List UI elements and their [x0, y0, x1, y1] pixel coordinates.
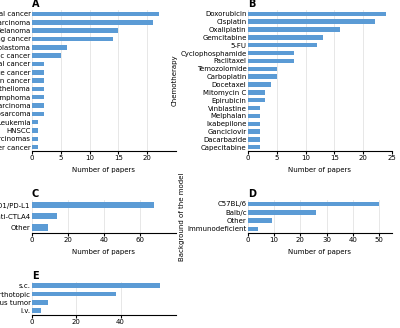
Bar: [248, 145, 260, 150]
Bar: [32, 292, 116, 297]
Bar: [248, 114, 260, 118]
Text: E: E: [32, 271, 39, 281]
Bar: [32, 224, 48, 231]
Bar: [32, 128, 38, 133]
X-axis label: Number of papers: Number of papers: [288, 167, 352, 173]
Bar: [248, 202, 379, 206]
Y-axis label: Background of the model: Background of the model: [178, 172, 184, 261]
Bar: [32, 95, 44, 99]
Bar: [248, 98, 265, 102]
Bar: [248, 218, 272, 223]
Bar: [248, 210, 316, 215]
Bar: [32, 214, 57, 219]
Bar: [32, 120, 38, 124]
Bar: [32, 112, 44, 116]
Bar: [32, 87, 44, 91]
Bar: [32, 45, 66, 50]
Bar: [32, 283, 160, 288]
Bar: [248, 51, 294, 55]
Bar: [32, 78, 44, 83]
Bar: [248, 59, 294, 63]
Bar: [32, 103, 44, 108]
X-axis label: Number of papers: Number of papers: [288, 249, 352, 255]
Bar: [248, 82, 271, 87]
Bar: [248, 67, 277, 71]
Bar: [248, 106, 260, 110]
Bar: [32, 145, 38, 149]
Y-axis label: Chemotherapy: Chemotherapy: [172, 55, 178, 106]
Bar: [32, 300, 48, 305]
Bar: [248, 137, 260, 142]
Bar: [32, 28, 118, 33]
Text: A: A: [32, 0, 40, 9]
Bar: [32, 62, 44, 66]
Bar: [248, 11, 386, 16]
Bar: [32, 53, 61, 58]
Bar: [248, 90, 265, 94]
Bar: [248, 27, 340, 31]
X-axis label: Number of papers: Number of papers: [72, 249, 136, 255]
Bar: [32, 12, 159, 16]
Text: B: B: [248, 0, 255, 9]
X-axis label: Number of papers: Number of papers: [72, 167, 136, 173]
Bar: [32, 37, 113, 41]
Bar: [248, 74, 277, 79]
Bar: [248, 227, 258, 231]
Bar: [248, 19, 375, 24]
Text: D: D: [248, 189, 256, 199]
Bar: [248, 43, 317, 47]
Bar: [32, 202, 154, 208]
Bar: [32, 308, 41, 313]
Bar: [32, 20, 153, 25]
Bar: [32, 136, 38, 141]
Bar: [32, 70, 44, 74]
Text: C: C: [32, 189, 39, 199]
Bar: [248, 122, 260, 126]
Bar: [248, 35, 323, 39]
Bar: [248, 130, 260, 134]
